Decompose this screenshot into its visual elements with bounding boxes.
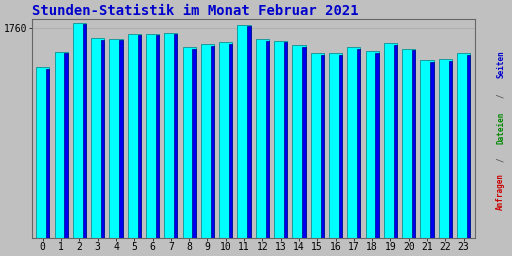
Bar	[73, 23, 86, 238]
Bar	[394, 45, 397, 238]
Bar	[110, 39, 122, 238]
Bar	[46, 69, 49, 238]
Bar	[449, 61, 452, 238]
Bar	[339, 55, 342, 238]
Bar	[138, 35, 141, 238]
Text: Stunden-Statistik im Monat Februar 2021: Stunden-Statistik im Monat Februar 2021	[32, 4, 358, 18]
Bar	[127, 34, 141, 238]
Bar	[329, 53, 342, 238]
Bar	[292, 45, 306, 238]
Bar	[467, 55, 470, 238]
Text: /: /	[496, 94, 505, 98]
Bar	[183, 47, 196, 238]
Bar	[156, 35, 159, 238]
Bar	[101, 40, 104, 238]
Bar	[146, 34, 159, 238]
Bar	[321, 55, 324, 238]
Bar	[174, 34, 178, 238]
Bar	[164, 33, 178, 238]
Bar	[347, 47, 360, 238]
Bar	[238, 25, 251, 238]
Bar	[211, 46, 214, 238]
Text: Seiten: Seiten	[496, 50, 505, 78]
Bar	[229, 44, 232, 238]
Bar	[219, 42, 232, 238]
Bar	[274, 41, 287, 238]
Bar	[302, 47, 306, 238]
Bar	[247, 26, 251, 238]
Bar	[439, 59, 452, 238]
Bar	[375, 53, 379, 238]
Bar	[311, 53, 324, 238]
Bar	[420, 60, 434, 238]
Bar	[402, 49, 415, 238]
Bar	[201, 44, 214, 238]
Bar	[256, 39, 269, 238]
Bar	[83, 24, 86, 238]
Bar	[91, 38, 104, 238]
Bar	[366, 51, 379, 238]
Bar	[430, 62, 434, 238]
Bar	[119, 40, 122, 238]
Bar	[65, 53, 68, 238]
Bar	[357, 49, 360, 238]
Bar	[384, 43, 397, 238]
Text: Anfragen: Anfragen	[496, 174, 505, 210]
Text: /: /	[496, 158, 505, 162]
Bar	[412, 50, 415, 238]
Text: Dateien: Dateien	[496, 112, 505, 144]
Bar	[457, 53, 470, 238]
Bar	[284, 42, 287, 238]
Bar	[266, 41, 269, 238]
Bar	[54, 51, 68, 238]
Bar	[193, 49, 196, 238]
Bar	[36, 67, 49, 238]
